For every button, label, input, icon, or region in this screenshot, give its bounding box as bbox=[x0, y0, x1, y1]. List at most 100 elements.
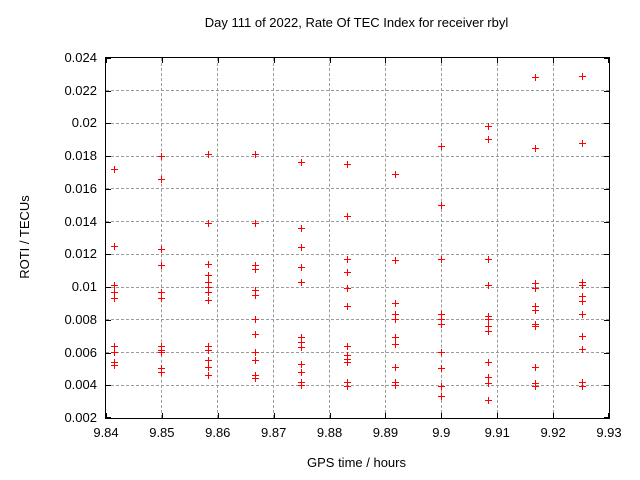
data-point-marker bbox=[485, 373, 493, 381]
data-point-marker bbox=[438, 255, 446, 263]
data-point-marker bbox=[252, 349, 260, 357]
data-point-marker bbox=[579, 298, 587, 306]
grid-line-x bbox=[440, 58, 442, 418]
grid-line-x bbox=[217, 58, 219, 418]
data-point-marker bbox=[392, 299, 399, 307]
x-axis-tick bbox=[608, 413, 609, 418]
data-point-marker bbox=[344, 303, 352, 311]
data-point-marker bbox=[438, 201, 446, 209]
data-point-marker bbox=[252, 316, 260, 324]
x-axis-tick bbox=[553, 58, 555, 63]
data-point-marker bbox=[485, 123, 493, 131]
y-axis-tick bbox=[604, 287, 609, 289]
data-point-marker bbox=[204, 347, 212, 355]
x-tick-label: 9.92 bbox=[540, 425, 566, 440]
y-axis-tick bbox=[604, 90, 609, 92]
data-point-marker bbox=[204, 363, 212, 371]
x-axis-tick bbox=[329, 413, 331, 418]
data-point-marker bbox=[392, 340, 399, 348]
data-point-marker bbox=[110, 295, 118, 303]
data-point-marker bbox=[344, 268, 352, 276]
y-axis-tick bbox=[604, 58, 609, 59]
data-point-marker bbox=[392, 381, 399, 389]
grid-line-y bbox=[106, 155, 609, 157]
y-axis-tick bbox=[106, 90, 111, 92]
data-point-marker bbox=[344, 213, 352, 221]
data-point-marker bbox=[110, 362, 118, 370]
data-point-marker bbox=[531, 383, 539, 391]
data-point-marker bbox=[531, 144, 539, 152]
data-point-marker bbox=[158, 152, 166, 160]
data-point-marker bbox=[204, 357, 212, 365]
data-point-marker bbox=[158, 288, 166, 296]
data-point-marker bbox=[531, 74, 539, 82]
data-point-marker bbox=[204, 371, 212, 379]
data-point-marker bbox=[298, 360, 306, 368]
data-point-marker bbox=[298, 244, 306, 252]
data-point-marker bbox=[204, 151, 212, 159]
data-point-marker bbox=[485, 396, 493, 404]
x-tick-label: 9.91 bbox=[484, 425, 510, 440]
x-axis-tick bbox=[608, 58, 609, 63]
data-point-marker bbox=[392, 363, 399, 371]
data-point-marker bbox=[438, 393, 446, 401]
data-point-marker bbox=[344, 383, 352, 391]
grid-line-x bbox=[329, 58, 331, 418]
grid-line-y bbox=[106, 188, 609, 190]
data-point-marker bbox=[344, 378, 352, 386]
data-point-marker bbox=[531, 285, 539, 293]
x-axis-tick bbox=[106, 58, 107, 63]
y-tick-label: 0.016 bbox=[64, 180, 97, 196]
x-axis-label: GPS time / hours bbox=[307, 455, 406, 470]
y-axis-tick bbox=[106, 58, 111, 59]
data-point-marker bbox=[485, 255, 493, 263]
y-axis-tick bbox=[106, 221, 111, 223]
y-tick-label: 0.018 bbox=[64, 148, 97, 164]
x-axis-tick bbox=[385, 413, 387, 418]
grid-line-x bbox=[552, 58, 554, 418]
data-point-marker bbox=[392, 334, 399, 342]
x-axis-tick bbox=[161, 58, 163, 63]
chart-title: Day 111 of 2022, Rate Of TEC Index for r… bbox=[204, 15, 509, 30]
data-point-marker bbox=[438, 365, 446, 373]
data-point-marker bbox=[344, 285, 352, 293]
data-point-marker bbox=[579, 72, 587, 80]
plot-area bbox=[105, 57, 610, 419]
y-axis-tick bbox=[106, 352, 111, 354]
y-axis-label: ROTI / TECUs bbox=[17, 195, 32, 279]
data-point-marker bbox=[204, 288, 212, 296]
y-axis-tick bbox=[604, 417, 609, 418]
x-axis-tick bbox=[217, 58, 219, 63]
data-point-marker bbox=[438, 321, 446, 329]
grid-line-y bbox=[106, 90, 609, 92]
grid-line-y bbox=[106, 253, 609, 255]
x-axis-tick bbox=[273, 413, 275, 418]
data-point-marker bbox=[252, 331, 260, 339]
data-point-marker bbox=[252, 151, 260, 159]
data-point-marker bbox=[344, 255, 352, 263]
data-point-marker bbox=[204, 296, 212, 304]
grid-line-x bbox=[496, 58, 498, 418]
y-axis-tick bbox=[604, 254, 609, 256]
x-axis-tick bbox=[273, 58, 275, 63]
data-point-marker bbox=[204, 219, 212, 227]
y-tick-label: 0.006 bbox=[64, 344, 97, 360]
data-point-marker bbox=[158, 295, 166, 303]
x-tick-label: 9.87 bbox=[261, 425, 287, 440]
data-point-marker bbox=[204, 283, 212, 291]
data-point-marker bbox=[579, 139, 587, 147]
y-tick-label: 0.02 bbox=[71, 115, 97, 131]
grid-line-y bbox=[106, 122, 609, 124]
data-point-marker bbox=[298, 381, 306, 389]
data-point-marker bbox=[298, 368, 306, 376]
data-point-marker bbox=[252, 375, 260, 383]
data-point-marker bbox=[110, 165, 118, 173]
data-point-marker bbox=[344, 358, 352, 366]
data-point-marker bbox=[252, 265, 260, 273]
data-point-marker bbox=[158, 245, 166, 253]
x-axis-tick bbox=[161, 413, 163, 418]
data-point-marker bbox=[579, 311, 587, 319]
data-point-marker bbox=[392, 311, 399, 319]
data-point-marker bbox=[485, 281, 493, 289]
